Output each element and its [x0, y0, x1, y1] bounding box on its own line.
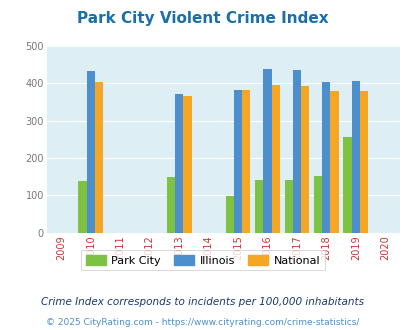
Bar — [166, 177, 175, 233]
Bar — [263, 69, 271, 233]
Bar — [351, 81, 359, 233]
Legend: Park City, Illinois, National: Park City, Illinois, National — [81, 250, 324, 270]
Bar — [271, 84, 279, 233]
Bar — [95, 82, 103, 233]
Text: Crime Index corresponds to incidents per 100,000 inhabitants: Crime Index corresponds to incidents per… — [41, 297, 364, 307]
Bar — [300, 86, 309, 233]
Bar — [87, 71, 95, 233]
Bar — [233, 90, 241, 233]
Bar — [225, 196, 233, 233]
Bar — [78, 181, 87, 233]
Bar — [330, 91, 338, 233]
Bar — [254, 181, 263, 233]
Bar — [183, 96, 191, 233]
Bar — [343, 137, 351, 233]
Bar — [284, 181, 292, 233]
Bar — [292, 70, 300, 233]
Bar — [322, 82, 330, 233]
Bar — [359, 91, 367, 233]
Text: © 2025 CityRating.com - https://www.cityrating.com/crime-statistics/: © 2025 CityRating.com - https://www.city… — [46, 318, 359, 327]
Bar — [313, 176, 322, 233]
Text: Park City Violent Crime Index: Park City Violent Crime Index — [77, 11, 328, 26]
Bar — [241, 90, 250, 233]
Bar — [175, 94, 183, 233]
